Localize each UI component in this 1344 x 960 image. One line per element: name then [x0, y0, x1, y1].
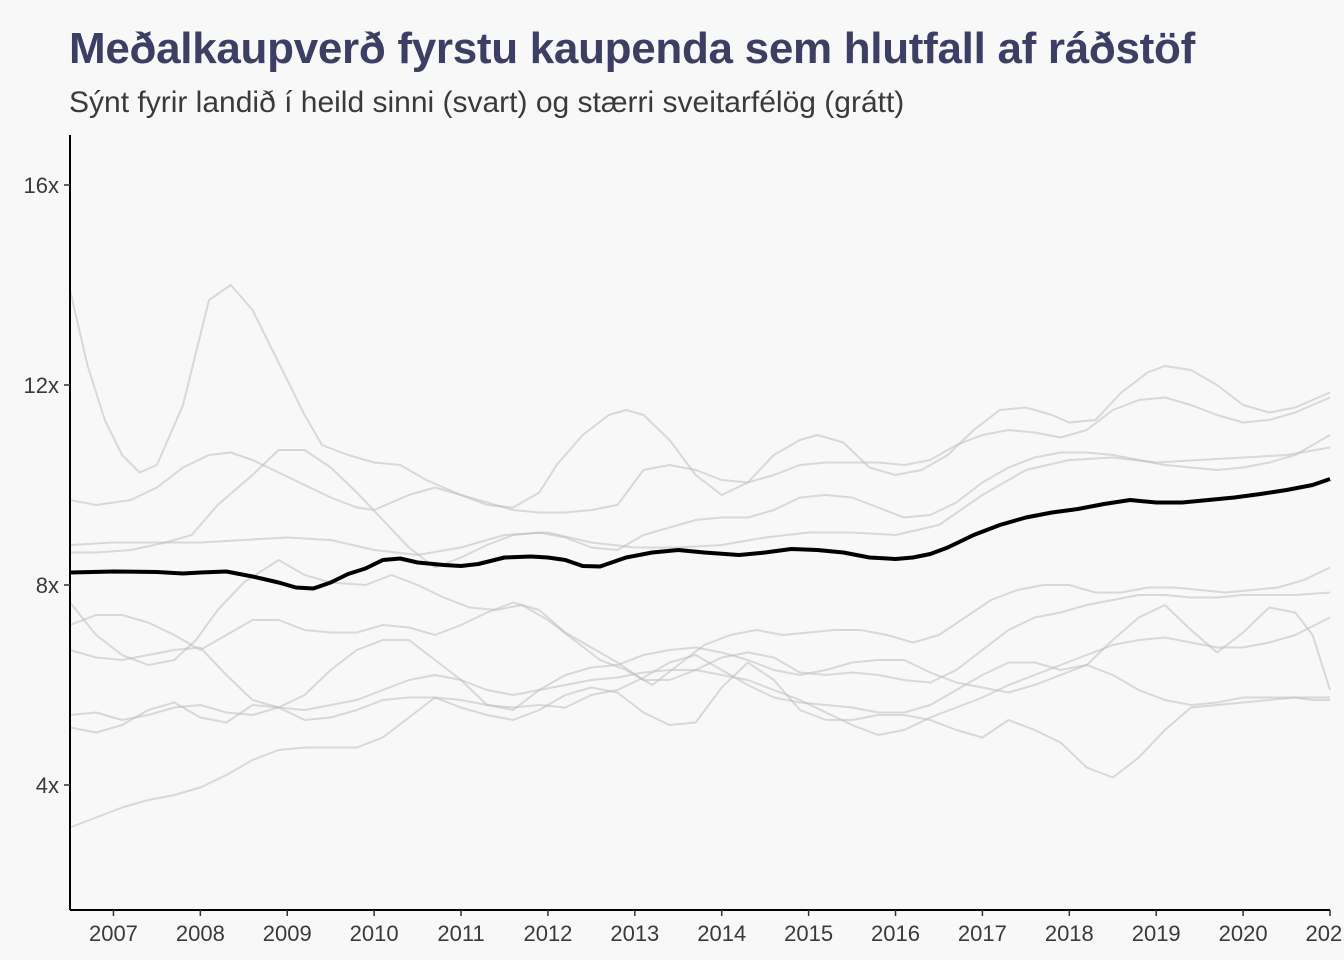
x-tick-label: 2019 [1132, 921, 1181, 946]
x-tick-label: 2007 [89, 921, 138, 946]
x-tick-label: 2018 [1045, 921, 1094, 946]
x-tick-label: 2010 [350, 921, 399, 946]
x-tick-label: 2014 [697, 921, 746, 946]
x-tick-label: 2012 [523, 921, 572, 946]
y-tick-label: 16x [24, 173, 59, 198]
x-tick-label: 2008 [176, 921, 225, 946]
municipality-series-line-1 [69, 284, 1331, 509]
y-tick-label: 8x [36, 573, 59, 598]
x-tick-label: 2013 [610, 921, 659, 946]
y-tick-label: 12x [24, 373, 59, 398]
x-tick-label: 2015 [784, 921, 833, 946]
municipality-series-line-9 [69, 604, 1331, 829]
municipality-series-line-3 [70, 434, 1331, 569]
national-series-line [69, 477, 1331, 591]
municipality-series-line-10 [69, 616, 1331, 736]
x-tick-label: 2016 [871, 921, 920, 946]
municipality-series-line-8 [69, 661, 1330, 779]
municipality-series-line-2 [69, 396, 1331, 514]
municipality-series-line-4 [69, 446, 1331, 556]
axes: 4x 8x 12x 16x 2007 2008 2009 2010 2011 2012 2013 20… [24, 135, 1344, 946]
municipality-series-line-7 [69, 639, 1330, 711]
x-tick-label: 2017 [958, 921, 1007, 946]
y-tick-label: 4x [36, 773, 59, 798]
municipality-series-layer [69, 284, 1331, 829]
national-series-layer [69, 477, 1331, 591]
chart-subtitle: Sýnt fyrir landið í heild sinni (svart) … [69, 86, 905, 119]
municipality-series-line-5 [69, 559, 1331, 686]
chart-title: Meðalkaupverð fyrstu kaupenda sem hlutfa… [69, 24, 1195, 73]
municipality-series-line-6 [69, 591, 1331, 684]
x-tick-label: 2021 [1306, 921, 1344, 946]
x-tick-label: 2011 [437, 921, 484, 946]
x-tick-label: 2020 [1219, 921, 1268, 946]
x-tick-label: 2009 [263, 921, 312, 946]
